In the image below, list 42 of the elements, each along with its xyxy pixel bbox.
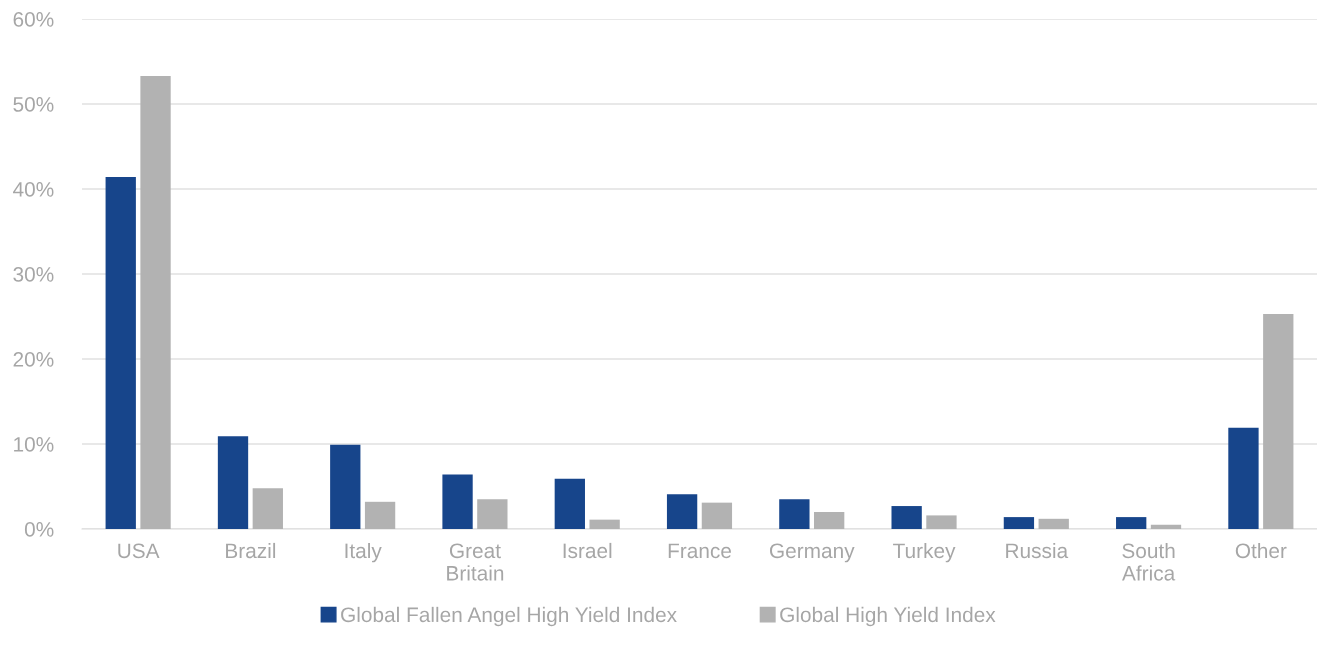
bar	[814, 512, 845, 529]
bar	[330, 444, 361, 529]
x-tick-label: Turkey	[893, 542, 956, 563]
bar	[217, 436, 249, 529]
bar	[701, 502, 733, 529]
bar	[891, 506, 922, 529]
bar	[442, 474, 473, 529]
bar	[1038, 518, 1069, 529]
bar	[1116, 517, 1147, 529]
y-tick-label: 0%	[24, 522, 54, 537]
bar	[666, 494, 698, 529]
x-tick-label: Brazil	[226, 542, 276, 559]
x-tick-label: Great Britain	[447, 543, 504, 581]
y-tick-label: 60%	[13, 12, 54, 27]
bar	[252, 488, 283, 529]
bar	[589, 519, 620, 529]
bar	[926, 515, 957, 529]
y-tick-label: 30%	[13, 267, 54, 282]
bar	[1263, 313, 1294, 529]
y-tick-label: 40%	[13, 182, 54, 197]
legend-label: Global Fallen Angel High Yield Index	[341, 606, 677, 627]
x-tick-label: Israel	[563, 542, 612, 559]
x-tick-label: Other	[1235, 542, 1287, 559]
bar	[1228, 427, 1259, 529]
bar	[140, 75, 171, 529]
x-tick-label: Italy	[345, 542, 382, 563]
x-tick-label: Russia	[1006, 542, 1069, 559]
x-tick-label: USA	[118, 543, 160, 559]
legend-label: Global High Yield Index	[780, 606, 996, 627]
bar	[1150, 524, 1182, 529]
y-tick-label: 50%	[13, 97, 54, 112]
bar	[554, 478, 585, 529]
bar	[105, 177, 136, 529]
bar	[779, 499, 810, 529]
x-tick-label: France	[668, 543, 731, 559]
bar	[1003, 517, 1035, 529]
y-tick-label: 10%	[14, 437, 54, 452]
bar	[364, 501, 396, 529]
bar	[477, 499, 508, 529]
x-tick-label: Germany	[769, 543, 855, 563]
x-tick-label: South Africa	[1122, 542, 1176, 581]
y-tick-label: 20%	[13, 352, 54, 367]
